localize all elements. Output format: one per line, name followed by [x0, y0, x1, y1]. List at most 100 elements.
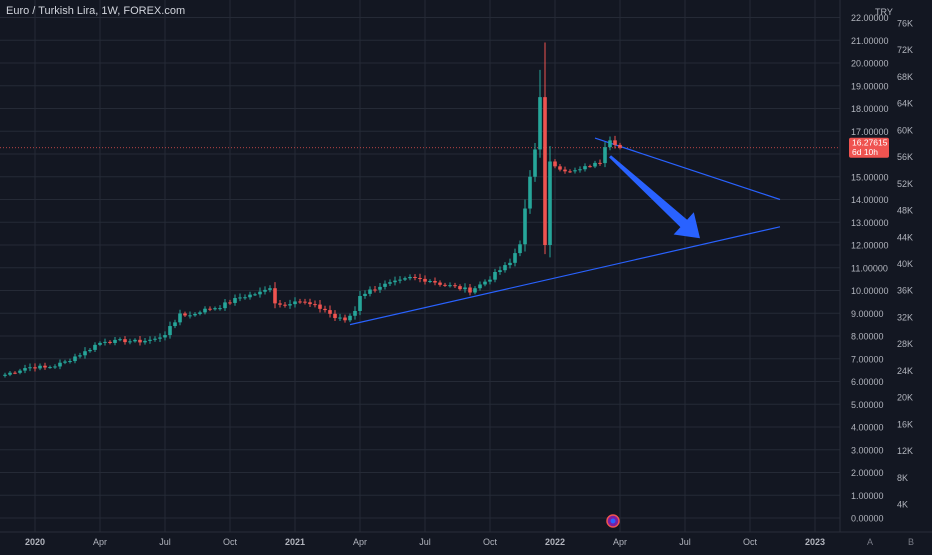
candle-body[interactable]	[333, 314, 337, 318]
candle-body[interactable]	[108, 342, 112, 343]
candle-body[interactable]	[613, 140, 617, 145]
candle-body[interactable]	[583, 166, 587, 169]
candle-body[interactable]	[13, 373, 17, 374]
candle-body[interactable]	[598, 163, 602, 164]
candle-body[interactable]	[373, 290, 377, 291]
candle-body[interactable]	[173, 322, 177, 326]
candle-body[interactable]	[408, 277, 412, 278]
candle-body[interactable]	[3, 375, 7, 376]
candle-body[interactable]	[293, 301, 297, 304]
candle-body[interactable]	[133, 340, 137, 342]
candle-body[interactable]	[378, 287, 382, 290]
candle-body[interactable]	[303, 302, 307, 303]
candle-body[interactable]	[343, 318, 347, 321]
candle-body[interactable]	[413, 277, 417, 278]
candle-body[interactable]	[128, 341, 132, 342]
candle-body[interactable]	[23, 368, 27, 371]
candle-body[interactable]	[438, 283, 442, 285]
candle-body[interactable]	[323, 309, 327, 310]
candle-body[interactable]	[88, 350, 92, 351]
candle-body[interactable]	[163, 335, 167, 337]
candle-body[interactable]	[48, 367, 52, 368]
candle-body[interactable]	[578, 169, 582, 170]
candle-body[interactable]	[178, 313, 182, 322]
candle-body[interactable]	[118, 339, 122, 340]
candle-body[interactable]	[428, 281, 432, 282]
candle-body[interactable]	[188, 315, 192, 316]
candle-body[interactable]	[38, 366, 42, 369]
candle-body[interactable]	[388, 282, 392, 284]
candle-body[interactable]	[508, 263, 512, 265]
candle-body[interactable]	[518, 244, 522, 253]
candle-body[interactable]	[453, 285, 457, 286]
candle-body[interactable]	[548, 161, 552, 245]
candle-body[interactable]	[153, 339, 157, 340]
candle-body[interactable]	[503, 265, 507, 270]
candle-body[interactable]	[213, 308, 217, 309]
candle-body[interactable]	[588, 166, 592, 167]
event-marker[interactable]	[607, 515, 619, 527]
candle-body[interactable]	[423, 279, 427, 282]
candle-body[interactable]	[68, 361, 72, 362]
candle-body[interactable]	[308, 302, 312, 304]
candle-body[interactable]	[468, 287, 472, 292]
candle-body[interactable]	[83, 351, 87, 355]
candle-body[interactable]	[463, 287, 467, 289]
candle-body[interactable]	[393, 281, 397, 283]
candle-body[interactable]	[538, 97, 542, 149]
candle-body[interactable]	[568, 171, 572, 172]
candle-body[interactable]	[403, 278, 407, 279]
candle-body[interactable]	[158, 337, 162, 338]
candle-body[interactable]	[313, 304, 317, 305]
candle-body[interactable]	[243, 297, 247, 298]
candle-body[interactable]	[273, 288, 277, 303]
candle-body[interactable]	[58, 363, 62, 367]
candle-body[interactable]	[168, 326, 172, 335]
candle-body[interactable]	[488, 280, 492, 282]
candle-body[interactable]	[288, 304, 292, 305]
candle-body[interactable]	[533, 149, 537, 176]
candle-body[interactable]	[208, 309, 212, 310]
candle-body[interactable]	[353, 311, 357, 316]
candle-body[interactable]	[18, 371, 22, 373]
candle-body[interactable]	[253, 294, 257, 295]
auto-scale-button[interactable]: A	[867, 537, 873, 547]
candle-body[interactable]	[258, 292, 262, 295]
candle-body[interactable]	[553, 161, 557, 166]
candle-body[interactable]	[73, 356, 77, 361]
candle-body[interactable]	[93, 345, 97, 350]
candle-body[interactable]	[513, 253, 517, 263]
candle-body[interactable]	[123, 339, 127, 342]
candle-body[interactable]	[618, 145, 622, 148]
candle-body[interactable]	[558, 166, 562, 169]
candle-body[interactable]	[368, 290, 372, 294]
candle-body[interactable]	[363, 294, 367, 296]
candle-body[interactable]	[523, 209, 527, 245]
candle-body[interactable]	[263, 290, 267, 292]
candle-body[interactable]	[198, 312, 202, 314]
candle-body[interactable]	[563, 170, 567, 172]
candle-body[interactable]	[443, 285, 447, 286]
candle-body[interactable]	[418, 278, 422, 279]
candle-body[interactable]	[268, 288, 272, 290]
candle-body[interactable]	[478, 284, 482, 288]
candle-body[interactable]	[28, 367, 32, 368]
candle-body[interactable]	[78, 355, 82, 356]
candle-body[interactable]	[33, 367, 37, 368]
candle-body[interactable]	[608, 140, 612, 147]
candle-body[interactable]	[43, 366, 47, 368]
candle-body[interactable]	[233, 298, 237, 303]
candle-body[interactable]	[103, 342, 107, 343]
candle-body[interactable]	[473, 288, 477, 292]
candle-body[interactable]	[138, 340, 142, 343]
candle-body[interactable]	[338, 318, 342, 319]
candle-body[interactable]	[493, 272, 497, 280]
candle-body[interactable]	[283, 305, 287, 306]
candle-body[interactable]	[573, 170, 577, 171]
candle-body[interactable]	[278, 303, 282, 304]
candle-body[interactable]	[63, 362, 67, 363]
candle-body[interactable]	[348, 316, 352, 321]
candle-body[interactable]	[458, 286, 462, 289]
candle-body[interactable]	[53, 366, 57, 367]
